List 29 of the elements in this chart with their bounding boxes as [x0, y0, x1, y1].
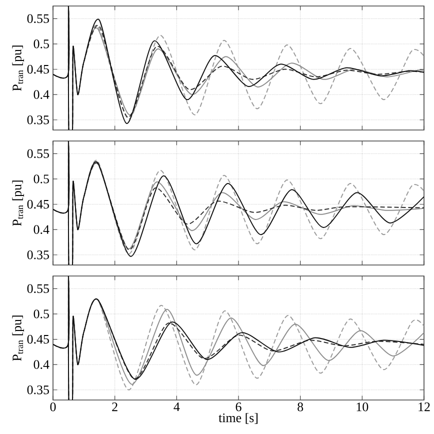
line-series [53, 276, 424, 400]
y-axis-title: P$_{tran}$ [pu] [12, 316, 24, 361]
line-series [53, 6, 424, 130]
y-tick-label: 0.45 [27, 334, 49, 344]
y-tick-label: 0.55 [27, 14, 49, 24]
y-tick-label: 0.4 [34, 90, 50, 99]
y-axis-title: P$_{tran}$ [pu] [12, 180, 24, 226]
line-series [53, 141, 424, 265]
y-tick-label: 0.55 [27, 284, 49, 294]
y-tick-label: 0.35 [27, 250, 49, 260]
y-axis-title: P$_{tran}$ [pu] [12, 46, 24, 91]
y-tick-label: 0.35 [27, 115, 49, 124]
y-tick-label: 0.35 [27, 385, 49, 394]
x-tick-label: 10 [356, 402, 368, 412]
y-tick-label: 0.55 [27, 149, 49, 158]
y-tick-label: 0.5 [34, 40, 49, 48]
y-tick-label: 0.4 [34, 360, 50, 369]
x-tick-label: 8 [298, 402, 304, 412]
x-tick-label: 4 [174, 402, 180, 412]
y-tick-label: 0.5 [34, 310, 49, 318]
y-tick-label: 0.45 [27, 64, 49, 74]
x-tick-label: 2 [112, 402, 118, 412]
y-tick-label: 0.4 [34, 225, 50, 234]
x-axis-title: time [s] [218, 413, 258, 424]
y-tick-label: 0.5 [34, 174, 49, 184]
x-tick-label: 12 [418, 402, 430, 412]
x-tick-label: 6 [236, 402, 242, 412]
x-tick-label: 0 [50, 402, 56, 412]
y-tick-label: 0.45 [27, 200, 49, 209]
